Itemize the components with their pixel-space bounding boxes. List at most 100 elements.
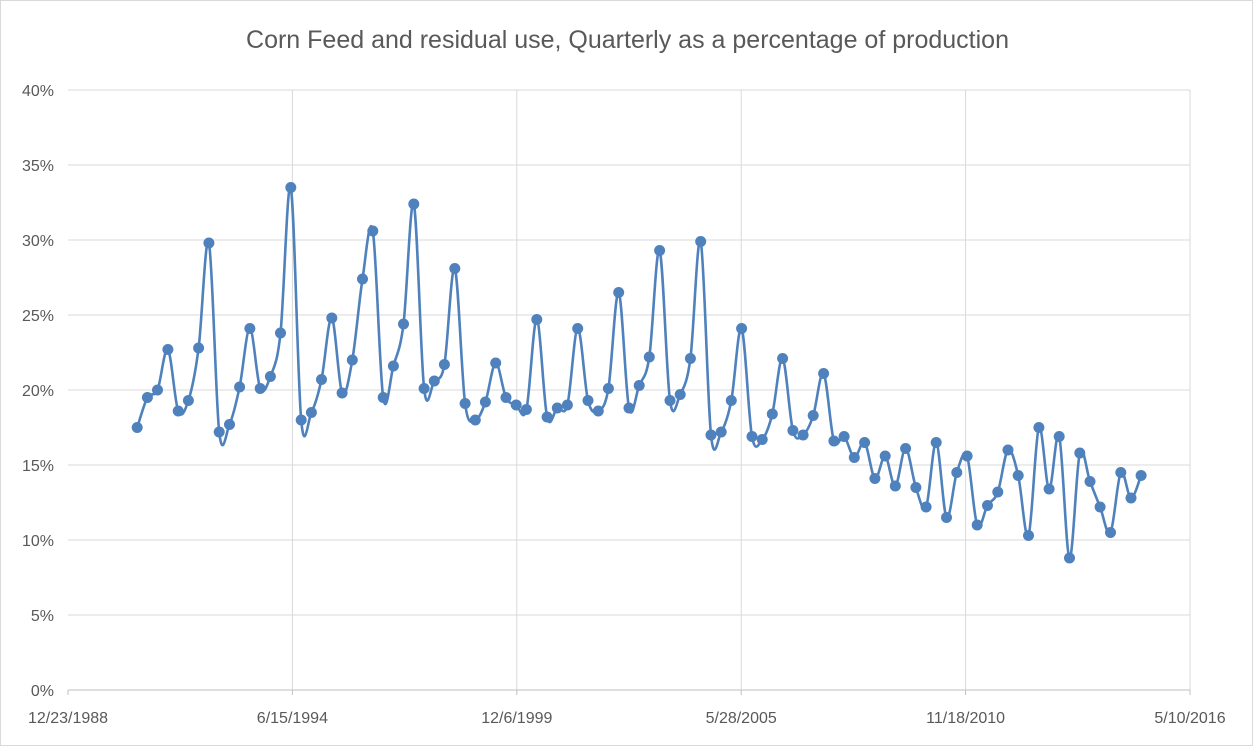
- data-point: [582, 395, 594, 406]
- data-point: [182, 395, 194, 406]
- data-point: [1002, 444, 1014, 456]
- data-point: [275, 327, 286, 339]
- data-point: [500, 392, 512, 403]
- data-point: [234, 381, 246, 393]
- data-point: [838, 431, 850, 442]
- data-point: [305, 407, 317, 418]
- y-tick-label: 5%: [31, 608, 54, 625]
- data-point: [1135, 470, 1147, 481]
- data-point: [377, 392, 389, 403]
- data-point: [1064, 552, 1075, 564]
- y-tick-label: 30%: [22, 233, 54, 250]
- data-point: [1084, 476, 1096, 487]
- data-point: [1023, 530, 1034, 541]
- y-tick-label: 10%: [22, 533, 54, 550]
- data-point: [982, 500, 993, 511]
- data-point: [1012, 470, 1024, 481]
- data-point: [756, 434, 768, 445]
- data-point: [561, 399, 573, 411]
- x-tick-label: 5/10/2016: [1154, 710, 1225, 727]
- data-point: [633, 380, 645, 391]
- y-tick-label: 15%: [22, 458, 54, 475]
- x-tick-label: 5/28/2005: [706, 710, 777, 727]
- series-layer: [131, 182, 1147, 564]
- data-point: [746, 431, 758, 442]
- y-tick-label: 35%: [22, 158, 54, 175]
- data-point: [1094, 501, 1106, 513]
- data-point: [152, 384, 163, 396]
- data-point: [684, 353, 696, 364]
- data-point: [295, 414, 307, 426]
- data-point: [449, 263, 461, 274]
- data-point: [930, 437, 942, 448]
- data-point: [398, 318, 409, 330]
- data-point: [797, 429, 809, 441]
- data-point: [920, 501, 932, 513]
- data-point: [715, 426, 727, 438]
- y-tick-label: 40%: [22, 83, 54, 100]
- data-point: [490, 357, 502, 369]
- data-point: [859, 437, 871, 448]
- data-point: [777, 353, 789, 364]
- gridlines: [67, 89, 1191, 695]
- data-point: [428, 375, 440, 387]
- data-point: [1033, 422, 1045, 433]
- data-point: [828, 435, 840, 447]
- data-point: [224, 419, 235, 430]
- data-point: [992, 486, 1004, 498]
- data-point: [1074, 447, 1086, 459]
- data-point: [879, 450, 891, 462]
- x-tick-label: 12/6/1999: [481, 710, 552, 727]
- data-point: [572, 323, 584, 334]
- data-point: [654, 245, 666, 256]
- y-tick-label: 25%: [22, 308, 54, 325]
- data-point: [1105, 527, 1116, 538]
- data-point: [285, 182, 297, 193]
- data-point: [674, 389, 686, 400]
- data-point: [807, 410, 819, 421]
- data-point: [387, 360, 399, 372]
- data-point: [705, 429, 717, 441]
- data-point: [818, 368, 830, 379]
- data-point: [326, 312, 338, 324]
- data-point: [408, 198, 420, 210]
- data-point: [602, 383, 614, 394]
- data-point: [479, 396, 491, 408]
- data-point: [592, 405, 604, 417]
- data-point: [336, 387, 348, 399]
- data-point: [469, 414, 481, 426]
- data-point: [961, 450, 973, 462]
- data-point: [203, 237, 215, 249]
- data-point: [459, 398, 471, 409]
- data-point: [910, 482, 922, 493]
- data-point: [941, 512, 952, 523]
- data-point: [848, 452, 860, 463]
- data-point: [131, 422, 143, 433]
- data-point: [551, 402, 563, 414]
- data-point: [418, 383, 430, 394]
- data-point: [971, 519, 983, 531]
- data-point: [1053, 431, 1065, 442]
- x-tick-label: 11/18/2010: [926, 710, 1005, 727]
- data-point: [766, 408, 778, 420]
- data-point: [438, 359, 450, 370]
- x-axis-tick-labels: 12/23/1988 6/15/1994 12/6/1999 5/28/2005 11/…: [28, 710, 1226, 727]
- y-tick-label: 20%: [22, 383, 54, 400]
- data-point: [213, 426, 225, 438]
- data-point: [264, 371, 276, 382]
- data-point: [736, 323, 748, 334]
- data-point: [162, 344, 174, 355]
- data-point: [695, 236, 707, 247]
- data-point: [869, 473, 881, 484]
- data-point: [316, 374, 327, 385]
- y-axis-tick-labels: 0% 5% 10% 15% 20% 25% 30% 35% 40%: [22, 83, 54, 700]
- data-point: [520, 404, 532, 415]
- data-point: [357, 273, 368, 285]
- data-point: [889, 480, 901, 492]
- y-tick-label: 0%: [31, 683, 54, 700]
- data-point: [725, 395, 737, 406]
- data-point: [510, 399, 522, 411]
- data-point: [244, 323, 256, 334]
